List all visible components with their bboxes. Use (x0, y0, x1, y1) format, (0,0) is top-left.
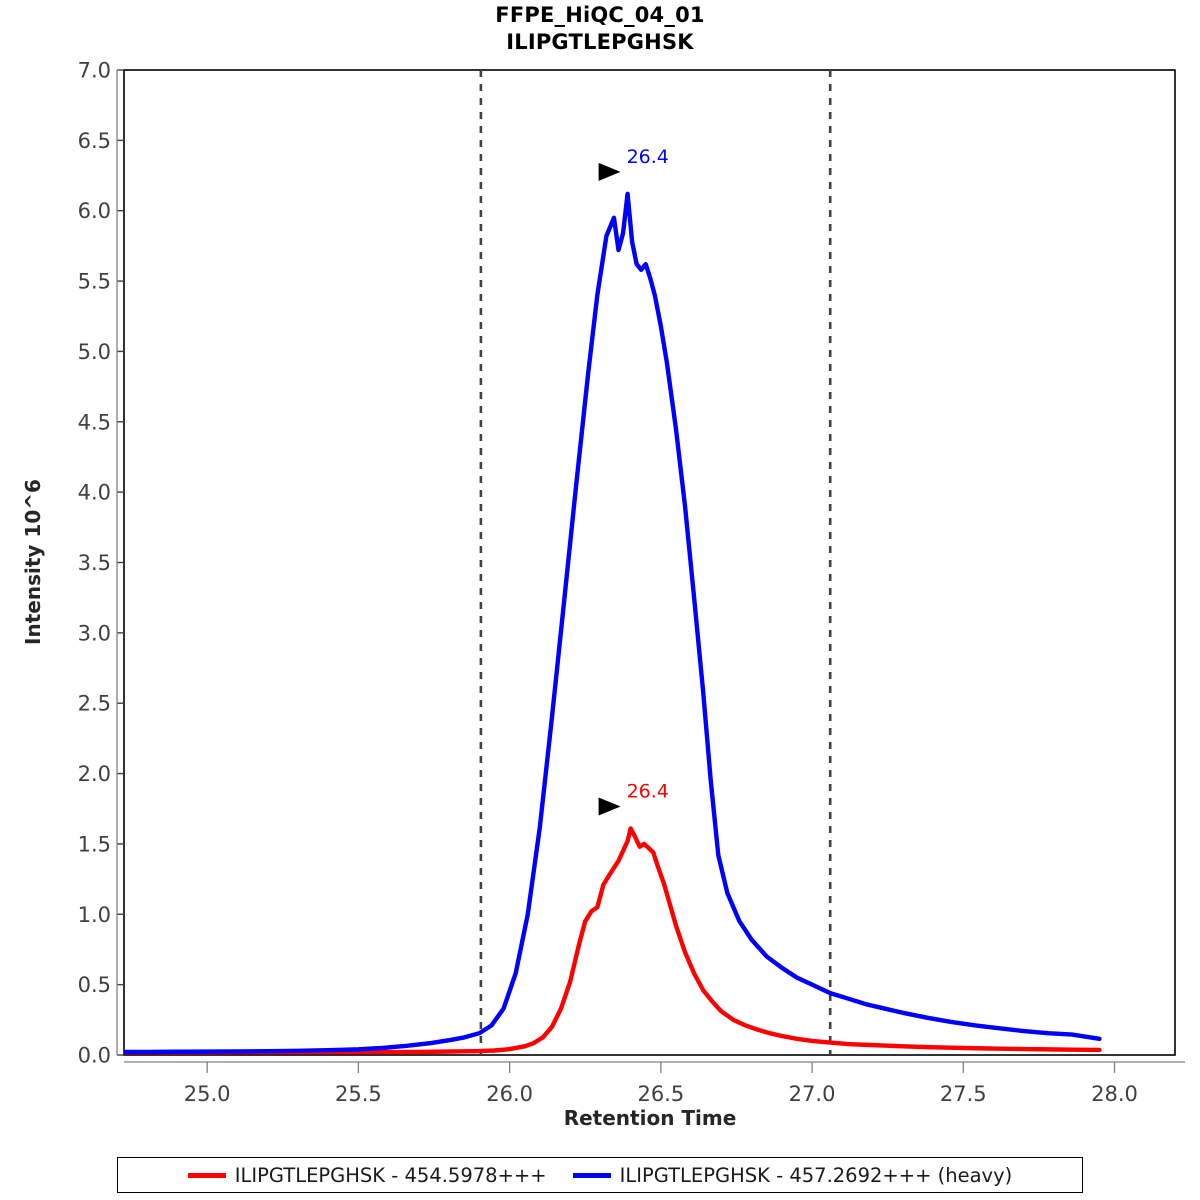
chart-title-block: FFPE_HiQC_04_01 ILIPGTLEPGHSK (0, 2, 1200, 56)
x-tick-label: 26.5 (637, 1082, 684, 1106)
peak-apex-triangle-icon (598, 797, 621, 816)
legend-label-heavy: ILIPGTLEPGHSK - 457.2692+++ (heavy) (619, 1163, 1013, 1187)
peak-retention-time-label: 26.4 (627, 146, 669, 168)
y-axis-title: Intensity 10^6 (21, 479, 45, 645)
y-tick-label: 5.5 (78, 270, 111, 294)
series-traces[interactable] (123, 191, 1102, 1055)
x-tick-label: 25.0 (184, 1082, 231, 1106)
y-tick-label: 2.5 (78, 692, 111, 716)
chart-legend: ILIPGTLEPGHSK - 454.5978+++ ILIPGTLEPGHS… (117, 1157, 1083, 1193)
legend-swatch-light (187, 1172, 226, 1178)
y-tick-label: 3.5 (78, 551, 111, 575)
y-tick-label: 4.0 (78, 481, 111, 505)
page-subtitle: ILIPGTLEPGHSK (506, 30, 694, 54)
y-tick-label: 4.5 (78, 410, 111, 434)
y-tick-label: 7.0 (78, 59, 111, 83)
x-tick-label: 25.5 (335, 1082, 382, 1106)
integration-boundaries[interactable] (479, 70, 832, 1055)
legend-item-light[interactable]: ILIPGTLEPGHSK - 454.5978+++ (187, 1163, 547, 1187)
peak-apex-triangle-icon (598, 162, 621, 181)
peak-retention-time-label: 26.4 (627, 780, 669, 802)
y-tick-label: 0.0 (78, 1044, 111, 1068)
y-tick-label: 2.0 (78, 762, 111, 786)
series-trace-light[interactable] (123, 826, 1102, 1055)
x-tick-label: 28.0 (1091, 1082, 1138, 1106)
legend-swatch-heavy (572, 1172, 611, 1178)
legend-label-light: ILIPGTLEPGHSK - 454.5978+++ (234, 1163, 547, 1187)
y-axis-ticks: 0.0 0.5 1.0 1.5 2.0 2.5 3.0 3.5 4.0 4.5 5.0 5.5 6.0 6… (78, 59, 124, 1068)
page-title: FFPE_HiQC_04_01 (495, 3, 705, 27)
y-tick-label: 1.5 (78, 832, 111, 856)
plot-frame (123, 69, 1176, 1056)
peak-apex-markers: 26.4 26.4 (598, 146, 669, 816)
series-trace-heavy[interactable] (123, 191, 1102, 1055)
x-tick-label: 27.5 (940, 1082, 987, 1106)
x-axis-title: Retention Time (564, 1106, 737, 1130)
y-tick-label: 0.5 (78, 973, 111, 997)
x-axis-ticks: 25.0 25.5 26.0 26.5 27.0 27.5 28.0 (124, 1061, 1185, 1106)
x-tick-label: 26.0 (486, 1082, 533, 1106)
legend-item-heavy[interactable]: ILIPGTLEPGHSK - 457.2692+++ (heavy) (572, 1163, 1013, 1187)
y-tick-label: 6.5 (78, 129, 111, 153)
y-tick-label: 6.0 (78, 199, 111, 223)
plot-area-border (123, 69, 1176, 1056)
y-tick-label: 3.0 (78, 621, 111, 645)
x-tick-label: 27.0 (789, 1082, 836, 1106)
y-tick-label: 1.0 (78, 903, 111, 927)
y-tick-label: 5.0 (78, 340, 111, 364)
